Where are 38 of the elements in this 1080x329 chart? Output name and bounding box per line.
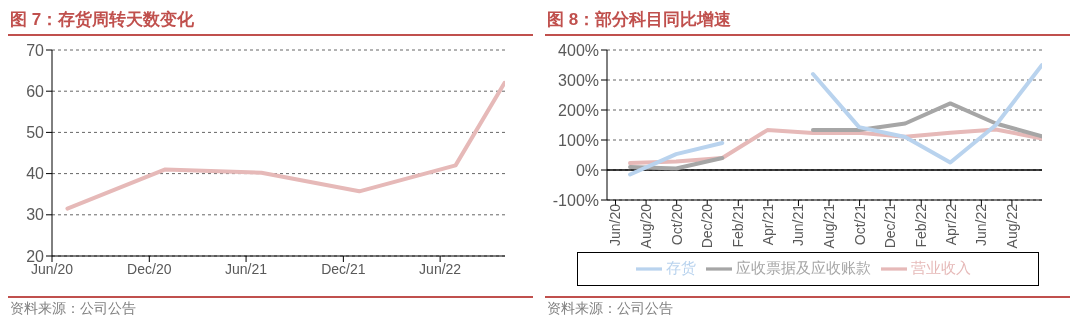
y-tick-label: 200%	[558, 101, 599, 119]
x-tick-label: Jun/22	[419, 260, 462, 277]
y-tick-label: 30	[26, 206, 45, 224]
x-tick-label: Feb/22	[913, 203, 930, 248]
x-tick-label: Apr/21	[759, 203, 776, 246]
x-tick-label: Oct/20	[668, 203, 685, 246]
y-tick-label: 40	[26, 165, 45, 183]
y-tick-label: 70	[26, 41, 45, 59]
y-tick-label: -100%	[552, 191, 599, 209]
x-tick-label: Aug/22	[1003, 203, 1020, 249]
y-tick-label: 300%	[558, 71, 599, 89]
legend-label: 营业收入	[910, 258, 971, 276]
y-tick-label: 0%	[575, 161, 599, 179]
chart-title: 图 7：存货周转天数变化	[8, 8, 533, 36]
x-tick-label: Apr/22	[942, 203, 959, 246]
x-tick-label: Jun/21	[790, 203, 807, 247]
legend-label: 存货	[665, 258, 696, 276]
y-tick-label: 400%	[558, 41, 599, 59]
y-tick-label: 100%	[558, 131, 599, 149]
x-tick-label: Feb/21	[730, 203, 747, 248]
x-tick-label: Dec/21	[321, 260, 366, 277]
chart-title: 图 8：部分科目同比增速	[545, 8, 1070, 36]
x-tick-label: Dec/20	[127, 260, 172, 277]
x-tick-label: Jun/20	[607, 203, 624, 247]
x-tick-label: Oct/21	[851, 203, 868, 246]
x-tick-label: Dec/21	[882, 203, 899, 249]
x-tick-label: Jun/22	[973, 203, 990, 247]
x-tick-label: Jun/21	[225, 260, 268, 277]
text: 资料来源：公司公告	[547, 300, 673, 316]
text: 资料来源：公司公告	[10, 300, 136, 316]
x-tick-label: Aug/20	[638, 203, 655, 249]
legend-label: 应收票据及应收账款	[735, 258, 871, 276]
x-tick-label: Aug/21	[820, 203, 837, 249]
line-series	[65, 80, 505, 211]
y-tick-label: 60	[26, 82, 45, 100]
y-tick-label: 50	[26, 124, 45, 142]
y-tick-label: 20	[26, 247, 45, 265]
x-tick-label: Dec/20	[699, 203, 716, 249]
